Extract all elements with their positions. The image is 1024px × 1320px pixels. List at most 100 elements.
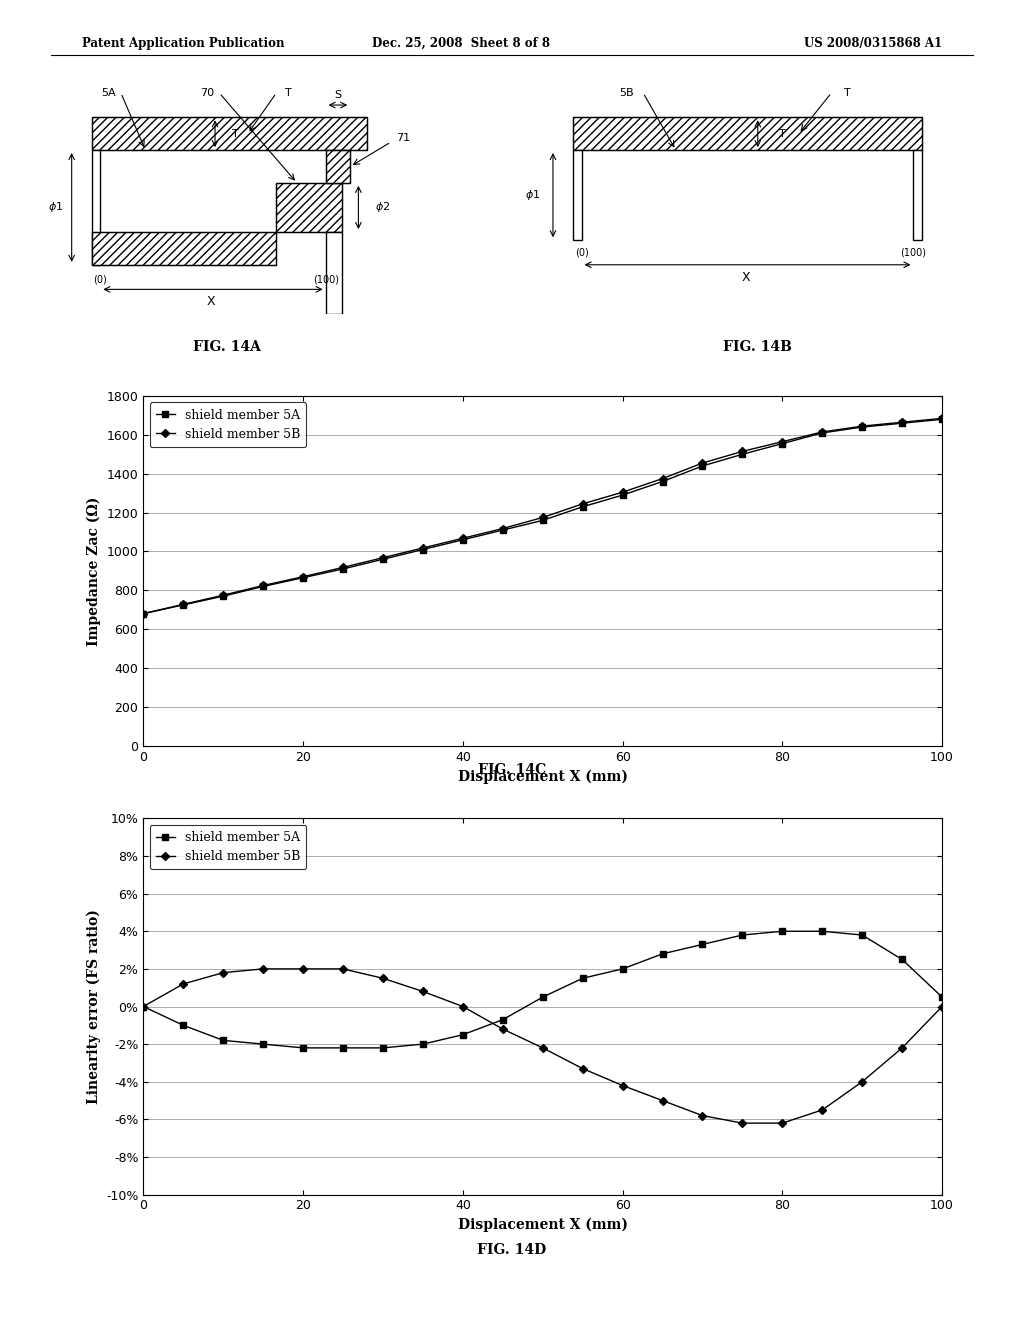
- shield member 5A: [497, 523, 509, 539]
- Text: T: T: [232, 129, 239, 139]
- shield member 5A: [776, 436, 788, 451]
- shield member 5A: [696, 458, 709, 474]
- shield member 5B: [696, 455, 709, 471]
- Text: S: S: [335, 90, 341, 100]
- shield member 5B: [736, 444, 749, 459]
- shield member 5A: [337, 561, 349, 577]
- X-axis label: Displacement X (mm): Displacement X (mm): [458, 1218, 628, 1233]
- Line: shield member 5A: shield member 5A: [140, 416, 945, 618]
- Line: shield member 5B: shield member 5B: [140, 966, 945, 1126]
- shield member 5A: [896, 952, 908, 968]
- shield member 5B: [816, 424, 828, 440]
- shield member 5A: [616, 487, 629, 503]
- shield member 5B: [856, 1074, 868, 1090]
- shield member 5B: [616, 1077, 629, 1093]
- Text: Patent Application Publication: Patent Application Publication: [82, 37, 285, 50]
- shield member 5A: [736, 446, 749, 462]
- shield member 5B: [936, 998, 948, 1014]
- shield member 5B: [497, 520, 509, 536]
- Text: T: T: [845, 87, 851, 98]
- shield member 5A: [537, 989, 549, 1005]
- Text: $\phi$1: $\phi$1: [48, 201, 62, 214]
- Text: T: T: [286, 87, 292, 98]
- shield member 5B: [177, 975, 189, 991]
- Line: shield member 5B: shield member 5B: [140, 416, 945, 616]
- shield member 5B: [217, 965, 229, 981]
- shield member 5A: [137, 606, 150, 622]
- shield member 5A: [616, 961, 629, 977]
- shield member 5B: [616, 484, 629, 500]
- Bar: [913, 150, 922, 240]
- Legend: shield member 5A, shield member 5B: shield member 5A, shield member 5B: [150, 403, 306, 447]
- Legend: shield member 5A, shield member 5B: shield member 5A, shield member 5B: [150, 825, 306, 870]
- shield member 5A: [257, 1036, 269, 1052]
- Text: FIG. 14C: FIG. 14C: [478, 763, 546, 777]
- shield member 5A: [217, 589, 229, 605]
- shield member 5A: [936, 989, 948, 1005]
- Text: T: T: [779, 129, 785, 139]
- shield member 5A: [217, 1032, 229, 1048]
- shield member 5B: [896, 1040, 908, 1056]
- Y-axis label: Linearity error (FS ratio): Linearity error (FS ratio): [86, 909, 100, 1104]
- Text: (100): (100): [900, 248, 927, 257]
- shield member 5A: [736, 927, 749, 942]
- Text: $\phi$2: $\phi$2: [376, 201, 390, 214]
- Text: Dec. 25, 2008  Sheet 8 of 8: Dec. 25, 2008 Sheet 8 of 8: [372, 37, 550, 50]
- shield member 5A: [856, 420, 868, 436]
- shield member 5B: [776, 434, 788, 450]
- Bar: [573, 150, 582, 240]
- shield member 5A: [896, 416, 908, 432]
- shield member 5B: [936, 411, 948, 426]
- Text: $\phi$1: $\phi$1: [525, 189, 540, 202]
- Text: 71: 71: [396, 133, 411, 143]
- Text: FIG. 14D: FIG. 14D: [477, 1243, 547, 1258]
- shield member 5A: [177, 597, 189, 612]
- shield member 5A: [696, 936, 709, 952]
- Text: (0): (0): [574, 248, 589, 257]
- shield member 5A: [856, 927, 868, 942]
- shield member 5B: [896, 414, 908, 430]
- shield member 5A: [577, 970, 589, 986]
- shield member 5B: [297, 961, 309, 977]
- Bar: [276, 183, 342, 232]
- shield member 5A: [337, 1040, 349, 1056]
- shield member 5B: [457, 531, 469, 546]
- Y-axis label: Impedance Zac (Ω): Impedance Zac (Ω): [87, 496, 101, 645]
- Bar: [326, 150, 350, 183]
- shield member 5B: [137, 998, 150, 1014]
- Text: FIG. 14B: FIG. 14B: [723, 339, 793, 354]
- shield member 5A: [816, 425, 828, 441]
- shield member 5B: [776, 1115, 788, 1131]
- Bar: [92, 232, 276, 265]
- shield member 5A: [417, 1036, 429, 1052]
- shield member 5B: [696, 1107, 709, 1123]
- Text: (100): (100): [312, 275, 339, 284]
- Text: X: X: [741, 271, 750, 284]
- shield member 5B: [417, 983, 429, 999]
- shield member 5A: [577, 499, 589, 515]
- shield member 5B: [377, 970, 389, 986]
- shield member 5B: [337, 961, 349, 977]
- shield member 5A: [297, 1040, 309, 1056]
- shield member 5B: [297, 569, 309, 585]
- shield member 5B: [577, 496, 589, 512]
- shield member 5B: [457, 998, 469, 1014]
- shield member 5B: [137, 606, 150, 622]
- shield member 5B: [816, 1102, 828, 1118]
- Text: US 2008/0315868 A1: US 2008/0315868 A1: [804, 37, 942, 50]
- shield member 5A: [936, 412, 948, 428]
- Bar: [326, 232, 342, 314]
- shield member 5A: [137, 998, 150, 1014]
- shield member 5A: [297, 570, 309, 586]
- Bar: [92, 117, 367, 150]
- Text: 5A: 5A: [101, 87, 116, 98]
- shield member 5A: [656, 946, 669, 962]
- shield member 5B: [537, 1040, 549, 1056]
- shield member 5B: [497, 1022, 509, 1038]
- Text: X: X: [207, 296, 215, 308]
- shield member 5A: [816, 924, 828, 940]
- Text: FIG. 14A: FIG. 14A: [194, 339, 261, 354]
- shield member 5A: [377, 552, 389, 568]
- X-axis label: Displacement X (mm): Displacement X (mm): [458, 770, 628, 784]
- Line: shield member 5A: shield member 5A: [140, 928, 945, 1051]
